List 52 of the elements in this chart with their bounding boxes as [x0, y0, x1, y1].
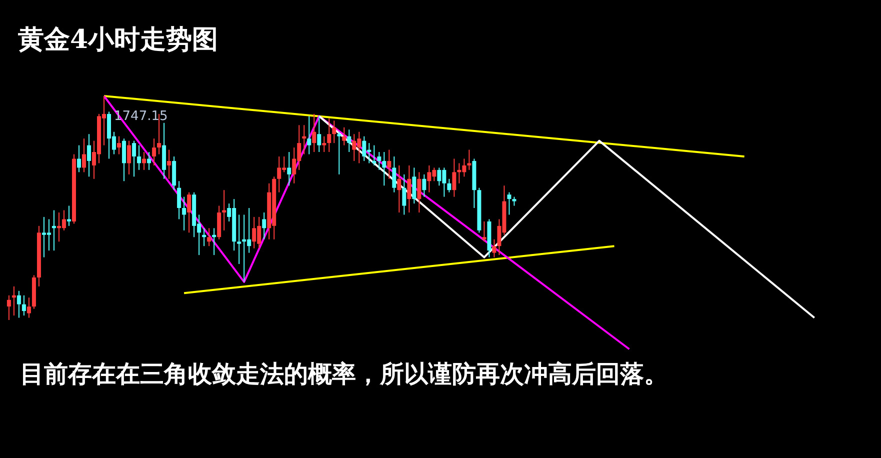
- candlestick: [377, 152, 382, 170]
- candlestick: [327, 118, 332, 152]
- candlestick: [287, 152, 292, 186]
- candlestick: [417, 172, 422, 213]
- candlestick: [262, 212, 266, 240]
- candlestick: [207, 228, 212, 247]
- candlestick: [187, 192, 192, 234]
- candlestick: [307, 116, 312, 155]
- candlestick: [402, 174, 406, 216]
- candlestick: [26, 297, 31, 318]
- candlestick: [447, 178, 452, 193]
- candlestick: [16, 290, 21, 318]
- candlestick: [407, 164, 412, 213]
- candlestick: [387, 149, 392, 180]
- candlestick: [342, 126, 346, 146]
- candlestick: [152, 138, 156, 166]
- candlestick: [66, 205, 71, 226]
- candlestick: [177, 180, 182, 220]
- candlestick: [467, 149, 472, 170]
- candlestick: [492, 238, 496, 258]
- candlestick: [347, 129, 352, 152]
- candlestick: [237, 214, 242, 264]
- candlestick: [22, 294, 26, 316]
- candlestick: [312, 113, 316, 152]
- candlestick: [86, 134, 91, 178]
- candlestick: [322, 136, 326, 152]
- candlestick: [397, 164, 402, 213]
- candlestick: [452, 158, 456, 198]
- candlestick: [147, 152, 152, 170]
- candlestick: [122, 138, 126, 182]
- candlestick: [337, 131, 342, 175]
- candlestick: [82, 138, 86, 173]
- candlestick: [167, 149, 172, 180]
- candlestick: [137, 144, 142, 170]
- candlestick: [332, 120, 336, 144]
- candlestick: [76, 144, 81, 173]
- candlestick: [182, 196, 186, 231]
- candlestick: [507, 192, 512, 216]
- candlestick: [132, 140, 136, 178]
- candlestick: [482, 220, 486, 242]
- candlestick: [117, 136, 122, 155]
- candlestick: [382, 152, 386, 186]
- candlestick: [142, 152, 146, 170]
- candlestick: [222, 190, 226, 231]
- text: 目前存在在三角收敛走法的概率，所以谨防再次冲高后回落。: [20, 359, 668, 388]
- candlestick: [422, 174, 426, 198]
- candlestick: [412, 167, 416, 204]
- chart-title: 黄金4小时走势图: [17, 25, 218, 55]
- candlestick: [127, 140, 132, 175]
- candlestick: [392, 156, 396, 193]
- candlestick: [317, 116, 322, 152]
- candlestick: [6, 294, 11, 320]
